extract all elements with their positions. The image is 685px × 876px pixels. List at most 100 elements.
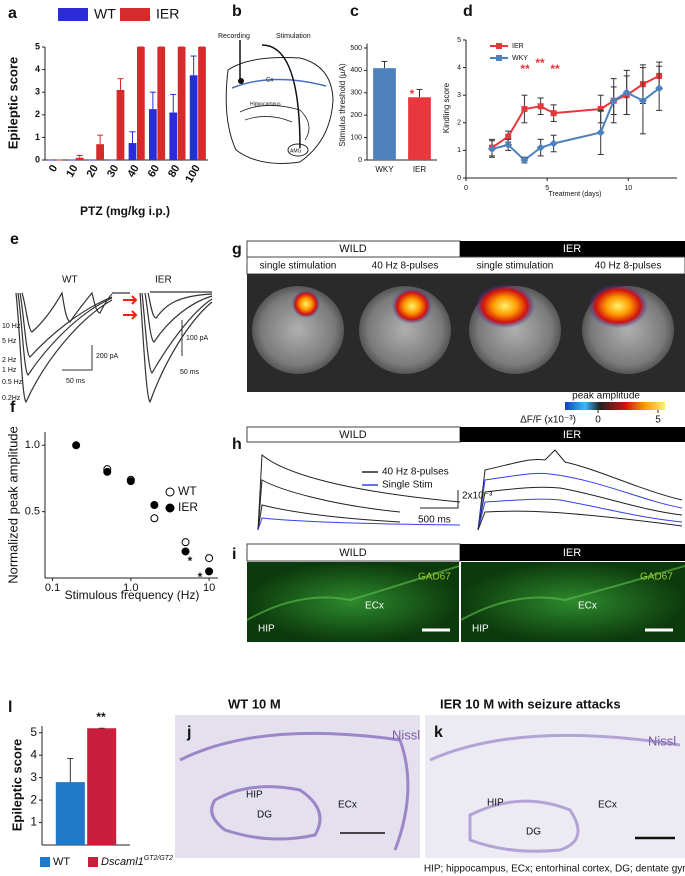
annotation: **	[520, 62, 530, 76]
bar	[373, 68, 396, 160]
y-axis-label: Kindling score	[442, 82, 451, 133]
legend-label: Single Stim	[382, 480, 433, 491]
label: HIP	[487, 798, 504, 809]
y-axis-label: Epileptic score	[5, 57, 20, 149]
y-tick-label: 3	[30, 770, 37, 784]
bar	[149, 109, 157, 160]
caption: HIP; hippocampus, ECx; entorhinal cortex…	[424, 864, 685, 875]
annotation: *	[198, 570, 203, 584]
panel-title: WT 10 M	[228, 696, 281, 711]
y-tick-label: 2	[457, 120, 461, 127]
marker	[505, 133, 512, 140]
panel-title: IER 10 M with seizure attacks	[440, 696, 621, 711]
trace	[15, 292, 113, 404]
marker	[638, 96, 647, 105]
y-tick-label: 300	[350, 90, 362, 97]
annotation: **	[96, 710, 106, 724]
marker	[504, 140, 513, 149]
stimulation-electrode	[261, 44, 301, 149]
series-line	[491, 74, 660, 149]
legend-label: WT	[94, 6, 116, 22]
header-box	[460, 544, 685, 561]
x-tick-label: WKY	[375, 165, 394, 174]
header: IER	[563, 429, 581, 441]
hippocampus-outline	[239, 105, 310, 141]
label: GAD67	[640, 572, 673, 583]
brain-image	[252, 286, 344, 374]
legend-label: IER	[156, 6, 179, 22]
scale-label: 2x10⁻³	[462, 491, 493, 502]
annotation: *	[410, 87, 415, 101]
trace	[257, 504, 401, 531]
x-tick-label: 5	[545, 185, 549, 192]
point	[72, 441, 81, 450]
panel-k: IER 10 M with seizure attacks k Nissl HI…	[425, 696, 685, 858]
y-tick-label: 200	[350, 112, 362, 119]
bar	[177, 47, 186, 160]
label: 2 Hz	[2, 357, 17, 364]
y-tick-label: 500	[350, 45, 362, 52]
colorbar-label: peak amplitude	[572, 391, 640, 402]
x-tick-label: 1.0	[123, 582, 138, 594]
trace	[21, 291, 113, 333]
legend-marker	[165, 503, 175, 513]
trace	[477, 510, 683, 531]
panel-g: g WILD IER single stimulation 40 Hz 8-pu…	[232, 240, 685, 426]
trace	[147, 292, 213, 319]
header-box	[460, 241, 685, 257]
label: ECx	[365, 601, 384, 612]
y-tick-label: 2	[30, 792, 37, 806]
trace	[477, 472, 683, 531]
x-tick-label: 0	[47, 163, 60, 174]
label: HIP	[246, 790, 263, 801]
trace	[257, 453, 461, 531]
bar	[157, 47, 166, 160]
header: WILD	[339, 243, 367, 255]
bar	[75, 157, 84, 160]
tissue-band	[246, 565, 685, 621]
label: IER	[155, 275, 172, 286]
trace	[139, 292, 213, 404]
heat-spot	[588, 284, 648, 328]
legend-superscript: GT2/GT2	[144, 855, 173, 862]
trace	[17, 292, 113, 376]
panel-letter: l	[8, 699, 12, 716]
panel-letter: h	[232, 436, 242, 453]
panel-letter: i	[232, 546, 236, 563]
bar	[169, 112, 178, 160]
legend-swatch	[120, 8, 150, 21]
marker	[609, 96, 618, 105]
point	[150, 514, 159, 523]
colorbar-tick-label: 0	[595, 415, 601, 426]
x-tick-label: 60	[146, 163, 163, 180]
trace	[144, 292, 213, 343]
x-tick-label: 20	[85, 163, 102, 180]
heat-spot	[475, 284, 535, 328]
bar	[55, 782, 85, 845]
label: ECx	[338, 800, 357, 811]
x-tick-label: 10	[203, 582, 215, 594]
bar	[408, 97, 431, 160]
heat-spot	[292, 290, 320, 318]
x-axis-label: Treatment (days)	[548, 191, 601, 198]
tissue-structure	[179, 731, 410, 851]
legend-label: IER	[512, 43, 524, 50]
label: DG	[257, 810, 272, 821]
panel-h: h WILD IER 40 Hz 8-pulses Single Stim 2x…	[232, 426, 685, 531]
point	[103, 467, 112, 476]
label: 100 pA	[186, 335, 209, 342]
label: 5 Hz	[2, 338, 17, 345]
y-tick-label: 0.5	[25, 506, 40, 518]
x-tick-label: 80	[166, 163, 183, 180]
amg-outline	[287, 143, 309, 157]
trace	[477, 498, 683, 531]
label: 10 Hz	[2, 323, 21, 330]
y-tick-label: 1	[30, 815, 37, 829]
bar	[96, 144, 104, 160]
legend-swatch	[40, 857, 50, 867]
panel-letter: g	[232, 241, 242, 258]
scale-bar	[420, 490, 459, 509]
label: ECx	[578, 601, 597, 612]
point	[126, 477, 135, 486]
legend-marker	[165, 487, 175, 497]
